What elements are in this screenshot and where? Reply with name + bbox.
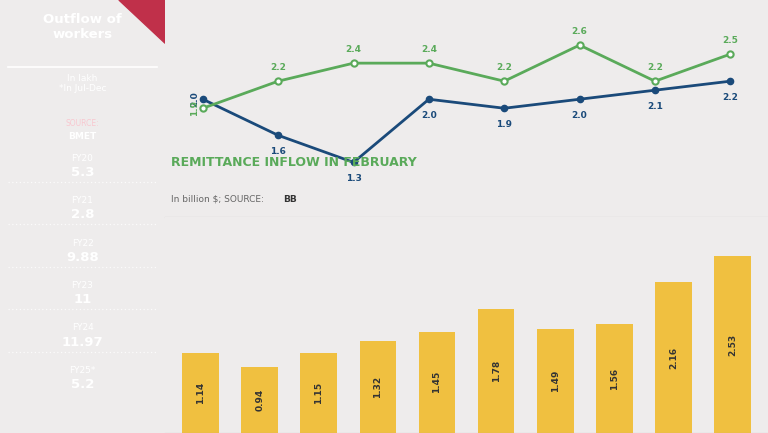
Text: 2.53: 2.53 bbox=[728, 333, 737, 356]
Bar bbox=[300, 353, 337, 433]
Text: 2.6: 2.6 bbox=[571, 27, 588, 36]
Text: 1.9: 1.9 bbox=[190, 100, 199, 116]
Text: SOURCE:: SOURCE: bbox=[66, 119, 99, 128]
Text: Outflow of
workers: Outflow of workers bbox=[43, 13, 122, 41]
Text: REMITTANCE INFLOW IN FEBRUARY: REMITTANCE INFLOW IN FEBRUARY bbox=[171, 156, 417, 169]
Text: BMET: BMET bbox=[68, 132, 97, 141]
Bar bbox=[419, 332, 455, 433]
Text: FY21: FY21 bbox=[71, 196, 94, 205]
Text: 1.56: 1.56 bbox=[610, 368, 619, 390]
Bar bbox=[182, 353, 219, 433]
Text: 2.2: 2.2 bbox=[270, 63, 286, 72]
Text: 1.32: 1.32 bbox=[373, 376, 382, 398]
Text: FY20: FY20 bbox=[71, 154, 94, 163]
Text: FY25*: FY25* bbox=[69, 366, 96, 375]
Text: 2.0: 2.0 bbox=[421, 111, 437, 120]
Text: In billion $; SOURCE:: In billion $; SOURCE: bbox=[171, 195, 267, 204]
Text: In lakh
*In Jul-Dec: In lakh *In Jul-Dec bbox=[59, 74, 106, 93]
Bar bbox=[241, 367, 278, 433]
Text: 1.45: 1.45 bbox=[432, 371, 442, 394]
Text: 2.5: 2.5 bbox=[723, 36, 738, 45]
Bar bbox=[596, 324, 633, 433]
Text: 2.2: 2.2 bbox=[723, 93, 738, 102]
Text: 2.2: 2.2 bbox=[496, 63, 512, 72]
Text: 2.16: 2.16 bbox=[669, 346, 678, 368]
Bar bbox=[359, 341, 396, 433]
Text: 2.0: 2.0 bbox=[571, 111, 588, 120]
Bar bbox=[714, 256, 751, 433]
Text: 11.97: 11.97 bbox=[61, 336, 104, 349]
Bar bbox=[537, 329, 574, 433]
Text: 9.88: 9.88 bbox=[66, 251, 99, 264]
Text: 5.2: 5.2 bbox=[71, 378, 94, 391]
Polygon shape bbox=[119, 0, 165, 43]
Text: 2.4: 2.4 bbox=[346, 45, 362, 54]
Text: 1.3: 1.3 bbox=[346, 174, 362, 183]
Text: 0.94: 0.94 bbox=[255, 389, 264, 411]
Text: 11: 11 bbox=[74, 293, 91, 306]
Text: 2.1: 2.1 bbox=[647, 102, 663, 111]
Bar bbox=[655, 282, 692, 433]
Text: 1.6: 1.6 bbox=[270, 147, 286, 156]
Text: FY22: FY22 bbox=[71, 239, 94, 248]
Text: 1.49: 1.49 bbox=[551, 370, 560, 392]
Text: 2.4: 2.4 bbox=[421, 45, 437, 54]
Text: 5.3: 5.3 bbox=[71, 166, 94, 179]
Text: 2.0: 2.0 bbox=[190, 91, 199, 107]
Text: BB: BB bbox=[283, 195, 296, 204]
Text: 2.2: 2.2 bbox=[647, 63, 663, 72]
Text: 1.78: 1.78 bbox=[492, 360, 501, 382]
Text: FY24: FY24 bbox=[71, 323, 94, 333]
Text: 1.15: 1.15 bbox=[314, 382, 323, 404]
Text: 2.8: 2.8 bbox=[71, 208, 94, 221]
Text: 1.14: 1.14 bbox=[196, 382, 205, 404]
Text: FY23: FY23 bbox=[71, 281, 94, 290]
Text: 1.9: 1.9 bbox=[496, 120, 512, 129]
Bar bbox=[478, 309, 515, 433]
